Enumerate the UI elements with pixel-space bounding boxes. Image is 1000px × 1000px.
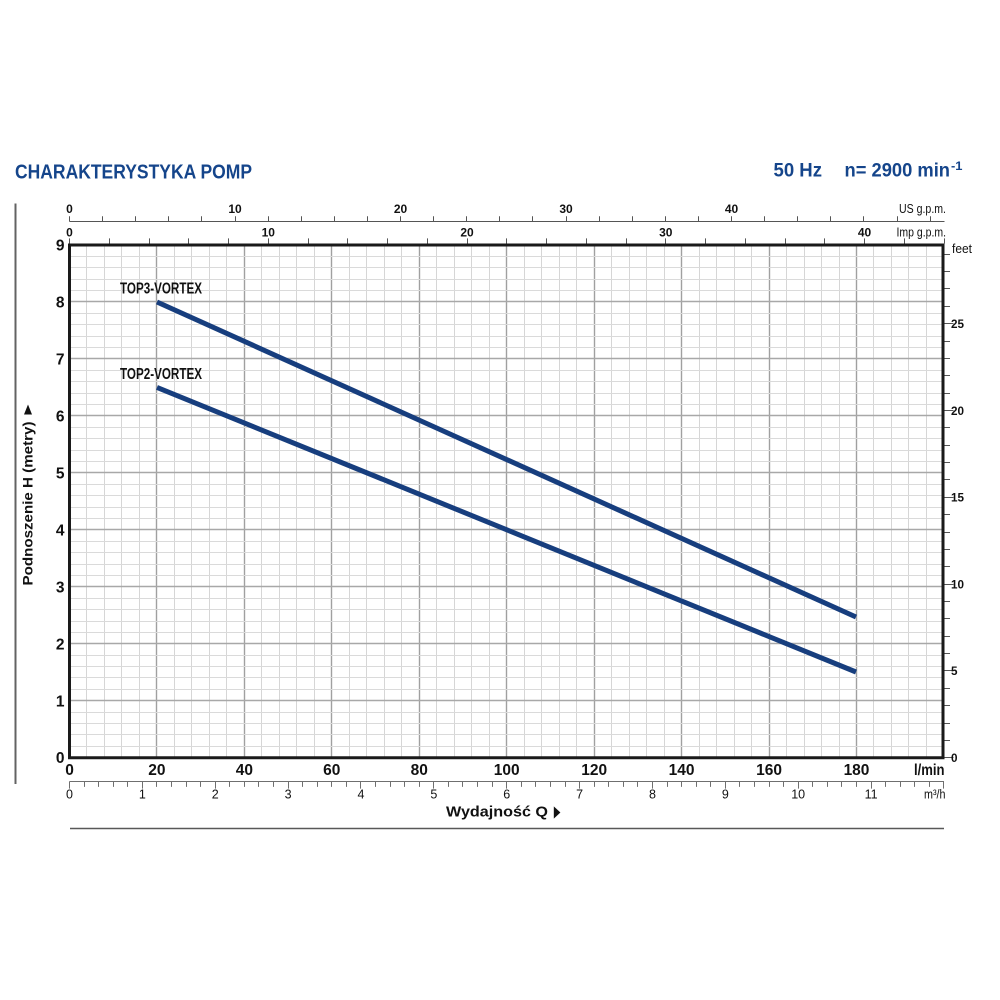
svg-text:7: 7 <box>56 352 65 369</box>
svg-text:2: 2 <box>212 787 219 801</box>
svg-text:10: 10 <box>791 787 805 801</box>
svg-text:m³/h: m³/h <box>924 787 946 801</box>
svg-text:11: 11 <box>865 787 878 801</box>
svg-text:0: 0 <box>66 787 73 801</box>
svg-text:20: 20 <box>394 202 408 216</box>
svg-text:6: 6 <box>503 787 510 801</box>
svg-text:CHARAKTERYSTYKA POMP: CHARAKTERYSTYKA POMP <box>15 161 252 184</box>
svg-text:3: 3 <box>285 787 292 801</box>
svg-text:160: 160 <box>756 762 782 779</box>
svg-text:7: 7 <box>576 787 583 801</box>
svg-text:10: 10 <box>951 578 965 591</box>
svg-text:15: 15 <box>951 492 965 505</box>
svg-text:0: 0 <box>66 202 73 216</box>
svg-text:l/min: l/min <box>914 762 945 779</box>
svg-text:140: 140 <box>669 762 695 779</box>
svg-text:60: 60 <box>323 762 340 779</box>
svg-text:TOP2-VORTEX: TOP2-VORTEX <box>120 366 202 383</box>
svg-text:US g.p.m.: US g.p.m. <box>899 202 946 216</box>
svg-text:4: 4 <box>358 787 365 801</box>
svg-text:30: 30 <box>559 202 573 216</box>
svg-text:Wydajność Q: Wydajność Q <box>446 804 548 821</box>
svg-text:40: 40 <box>858 226 872 240</box>
svg-text:120: 120 <box>581 762 607 779</box>
svg-text:50 Hz: 50 Hz <box>774 160 823 182</box>
svg-text:2: 2 <box>56 636 65 653</box>
svg-text:0: 0 <box>65 762 74 779</box>
svg-text:180: 180 <box>844 762 870 779</box>
svg-text:TOP3-VORTEX: TOP3-VORTEX <box>120 281 202 298</box>
svg-text:10: 10 <box>228 202 242 216</box>
svg-text:8: 8 <box>56 295 65 312</box>
svg-text:25: 25 <box>951 318 965 331</box>
svg-text:5: 5 <box>951 665 958 678</box>
svg-text:3: 3 <box>56 579 65 596</box>
svg-text:6: 6 <box>56 408 65 425</box>
svg-text:0: 0 <box>56 750 65 767</box>
svg-text:4: 4 <box>56 522 65 539</box>
svg-text:9: 9 <box>56 238 65 255</box>
svg-text:Podnoszenie H (metry): Podnoszenie H (metry) <box>20 422 36 586</box>
svg-text:20: 20 <box>460 226 474 240</box>
svg-text:0: 0 <box>951 752 958 765</box>
svg-text:10: 10 <box>262 226 276 240</box>
svg-text:30: 30 <box>659 226 673 240</box>
svg-text:5: 5 <box>56 465 65 482</box>
svg-text:20: 20 <box>951 405 965 418</box>
svg-text:1: 1 <box>56 693 65 710</box>
svg-text:1: 1 <box>139 787 146 801</box>
svg-text:8: 8 <box>649 787 656 801</box>
svg-text:80: 80 <box>411 762 428 779</box>
svg-text:9: 9 <box>722 787 729 801</box>
svg-text:100: 100 <box>494 762 520 779</box>
svg-text:n= 2900 min: n= 2900 min <box>845 160 951 182</box>
svg-text:40: 40 <box>725 202 739 216</box>
svg-text:Imp g.p.m.: Imp g.p.m. <box>897 226 947 240</box>
svg-text:5: 5 <box>430 787 437 801</box>
svg-text:0: 0 <box>66 226 73 240</box>
svg-text:40: 40 <box>236 762 253 779</box>
svg-text:-1: -1 <box>951 161 963 173</box>
svg-text:20: 20 <box>148 762 165 779</box>
svg-text:feet: feet <box>952 242 972 256</box>
